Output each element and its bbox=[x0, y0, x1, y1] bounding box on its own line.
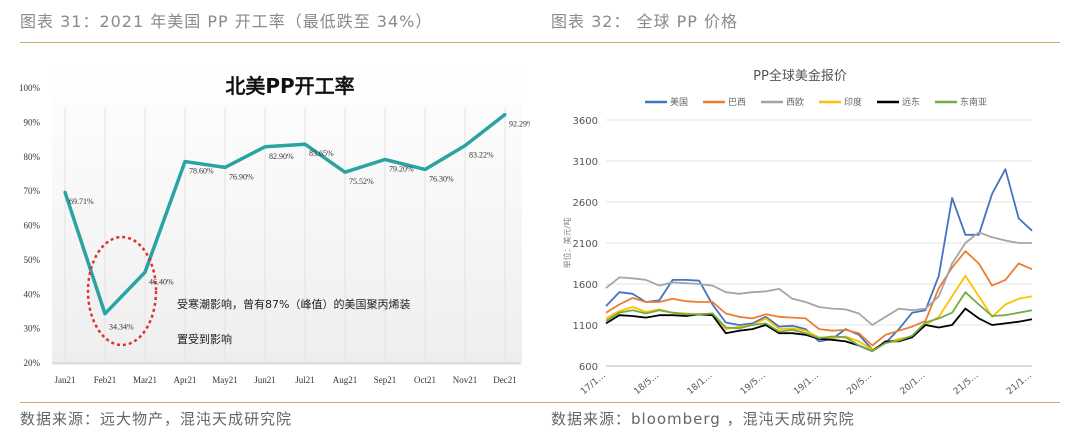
data-point bbox=[303, 142, 307, 146]
global-pp-price-chart: PP全球美金报价 600 1100 1600 2100 2600 3100 3600 17/1…… bbox=[562, 68, 1034, 397]
y-tick-label: 40% bbox=[24, 289, 41, 299]
x-tick-label: 18/5… bbox=[632, 371, 661, 397]
x-tick-label: 19/5… bbox=[739, 371, 768, 397]
data-point bbox=[503, 113, 507, 117]
y-tick-label: 2600 bbox=[573, 198, 598, 209]
chart-title: PP全球美金报价 bbox=[753, 68, 847, 84]
series-line-巴西 bbox=[605, 250, 1033, 347]
x-tick-label: Nov21 bbox=[453, 375, 478, 385]
y-tick-label: 70% bbox=[24, 186, 41, 196]
x-tick-label: Jan21 bbox=[55, 375, 76, 385]
data-point bbox=[183, 160, 187, 164]
y-tick-label: 600 bbox=[579, 362, 598, 373]
x-tick-label: Oct21 bbox=[414, 375, 436, 385]
x-tick-label: Feb21 bbox=[94, 375, 117, 385]
x-tick-label: Mar21 bbox=[133, 375, 157, 385]
x-tick-label: 19/1… bbox=[792, 371, 821, 397]
left-source-note: 数据来源：远大物产，混沌天成研究院 bbox=[20, 410, 293, 428]
legend-label: 西欧 bbox=[786, 96, 804, 108]
data-point bbox=[103, 312, 107, 316]
caption-divider bbox=[20, 42, 1060, 43]
y-tick-label: 3100 bbox=[573, 157, 598, 168]
series-line-西欧 bbox=[605, 231, 1032, 326]
y-tick-label: 2100 bbox=[573, 239, 598, 250]
data-label: 69.71% bbox=[69, 197, 94, 206]
series-line-东南亚 bbox=[605, 291, 1033, 353]
y-tick-label: 100% bbox=[20, 83, 41, 93]
legend-label: 印度 bbox=[844, 96, 862, 108]
data-point bbox=[423, 167, 427, 171]
plot-background bbox=[52, 65, 522, 365]
x-tick-label: Aug21 bbox=[333, 375, 358, 385]
x-tick-label: 17/1… bbox=[579, 371, 608, 397]
data-label: 83.22% bbox=[469, 151, 494, 160]
series-line-美国 bbox=[605, 168, 1033, 351]
annotation-text: 受寒潮影响，曾有87%（峰值）的美国聚丙烯装 bbox=[177, 297, 410, 311]
legend-label: 美国 bbox=[670, 96, 688, 108]
legend-label: 东南亚 bbox=[960, 96, 987, 108]
y-axis-label: 单位：美元/吨 bbox=[562, 218, 572, 269]
x-tick-label: Jul21 bbox=[295, 375, 315, 385]
legend-label: 远东 bbox=[902, 96, 920, 108]
x-tick-label: Jun21 bbox=[254, 375, 276, 385]
x-tick-label: 18/1… bbox=[686, 371, 715, 397]
data-label: 76.30% bbox=[429, 174, 454, 183]
data-label: 82.90% bbox=[269, 152, 294, 161]
source-divider bbox=[20, 402, 1060, 403]
x-tick-label: 21/5… bbox=[952, 371, 981, 397]
series-line bbox=[63, 113, 507, 316]
x-tick-label: Sep21 bbox=[374, 375, 397, 385]
x-tick-label: May21 bbox=[212, 375, 238, 385]
x-tick-label: 20/1… bbox=[899, 371, 928, 397]
data-label: 79.20% bbox=[389, 165, 414, 174]
y-tick-label: 1600 bbox=[573, 280, 598, 291]
data-label: 46.40% bbox=[149, 277, 174, 286]
y-tick-label: 50% bbox=[24, 255, 41, 265]
y-tick-label: 80% bbox=[24, 152, 41, 162]
data-label: 34.34% bbox=[109, 323, 134, 332]
x-tick-label: Dec21 bbox=[493, 375, 517, 385]
data-point bbox=[143, 270, 147, 274]
x-tick-label: 20/5… bbox=[845, 371, 874, 397]
highlight-circle bbox=[86, 235, 158, 347]
y-tick-label: 3600 bbox=[573, 116, 598, 127]
us-pp-operating-rate-chart: Jan21 Feb21 Mar21 Apr21 May21 Jun21 Jul21 Aug21… bbox=[20, 65, 530, 385]
data-point bbox=[383, 158, 387, 161]
x-tick-label: 21/1… bbox=[1005, 371, 1034, 397]
data-label: 78.60% bbox=[189, 167, 214, 176]
legend-label: 巴西 bbox=[728, 97, 746, 108]
chart-title: 北美PP开工率 bbox=[225, 74, 354, 98]
data-point bbox=[263, 145, 267, 149]
data-point bbox=[63, 190, 67, 194]
data-label: 76.90% bbox=[229, 172, 254, 181]
y-tick-label: 30% bbox=[24, 324, 41, 334]
y-tick-label: 60% bbox=[24, 221, 41, 231]
left-figure-caption: 图表 31：2021 年美国 PP 开工率（最低跌至 34%） bbox=[20, 12, 433, 31]
data-point bbox=[463, 144, 467, 148]
data-label: 75.52% bbox=[349, 177, 374, 186]
y-tick-label: 1100 bbox=[573, 321, 598, 332]
x-tick-label: Apr21 bbox=[174, 375, 197, 385]
data-label: 83.65% bbox=[309, 149, 334, 158]
right-source-note: 数据来源：bloomberg ，混沌天成研究院 bbox=[551, 410, 855, 428]
right-figure-caption: 图表 32： 全球 PP 价格 bbox=[551, 12, 739, 31]
y-tick-label: 20% bbox=[24, 358, 41, 368]
annotation-text: 置受到影响 bbox=[177, 333, 232, 346]
y-tick-label: 90% bbox=[24, 117, 41, 127]
data-label: 92.29% bbox=[509, 120, 530, 129]
data-point bbox=[343, 170, 347, 174]
data-point bbox=[223, 165, 227, 169]
